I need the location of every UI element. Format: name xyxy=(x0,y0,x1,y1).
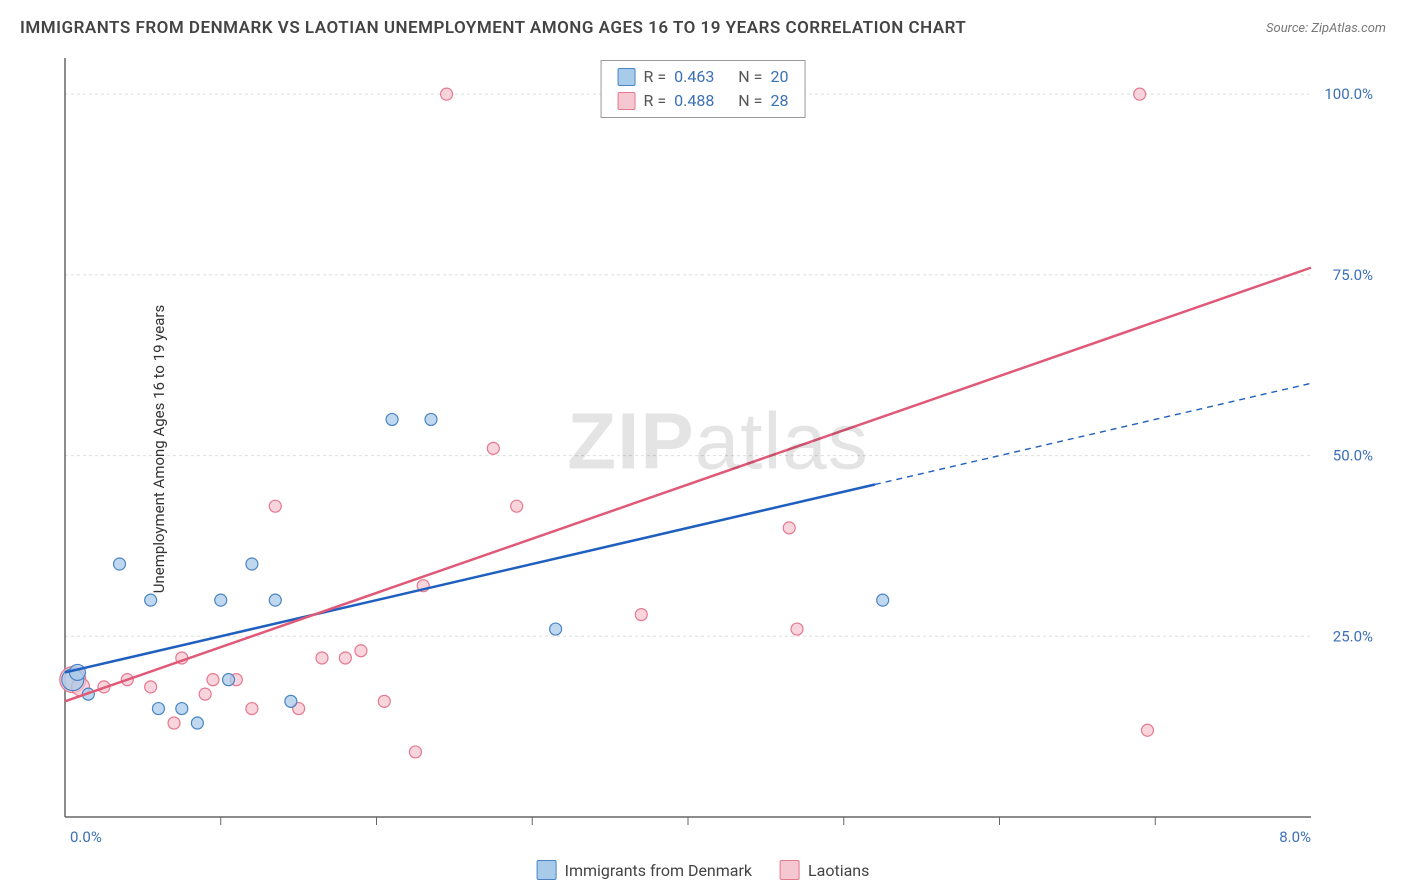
scatter-plot-svg: 25.0% 50.0% 75.0% 100.0% 0.0% 8.0% xyxy=(55,50,1381,847)
correlation-legend: R = 0.463 N = 20 R = 0.488 N = 28 xyxy=(601,60,806,118)
legend-item-denmark: Immigrants from Denmark xyxy=(537,860,752,880)
swatch-denmark-icon xyxy=(537,860,557,880)
svg-text:75.0%: 75.0% xyxy=(1333,266,1373,284)
r-value-denmark: 0.463 xyxy=(674,65,714,89)
y-axis-label: Unemployment Among Ages 16 to 19 years xyxy=(150,304,168,592)
svg-text:100.0%: 100.0% xyxy=(1324,85,1373,103)
swatch-laotians xyxy=(618,92,636,110)
svg-text:8.0%: 8.0% xyxy=(1279,828,1311,846)
chart-area: Unemployment Among Ages 16 to 19 years 2… xyxy=(55,50,1381,847)
n-value-denmark: 20 xyxy=(770,65,788,89)
svg-text:0.0%: 0.0% xyxy=(70,828,102,846)
legend-row-denmark: R = 0.463 N = 20 xyxy=(618,65,789,89)
svg-text:25.0%: 25.0% xyxy=(1333,627,1373,645)
swatch-denmark xyxy=(618,68,636,86)
swatch-laotians-icon xyxy=(780,860,800,880)
legend-item-laotians: Laotians xyxy=(780,860,869,880)
n-value-laotians: 28 xyxy=(770,89,788,113)
source-text: Source: ZipAtlas.com xyxy=(1266,21,1386,36)
r-value-laotians: 0.488 xyxy=(674,89,714,113)
svg-text:50.0%: 50.0% xyxy=(1333,447,1373,465)
chart-title: IMMIGRANTS FROM DENMARK VS LAOTIAN UNEMP… xyxy=(20,18,966,38)
series-legend: Immigrants from Denmark Laotians xyxy=(537,860,870,880)
legend-row-laotians: R = 0.488 N = 28 xyxy=(618,89,789,113)
